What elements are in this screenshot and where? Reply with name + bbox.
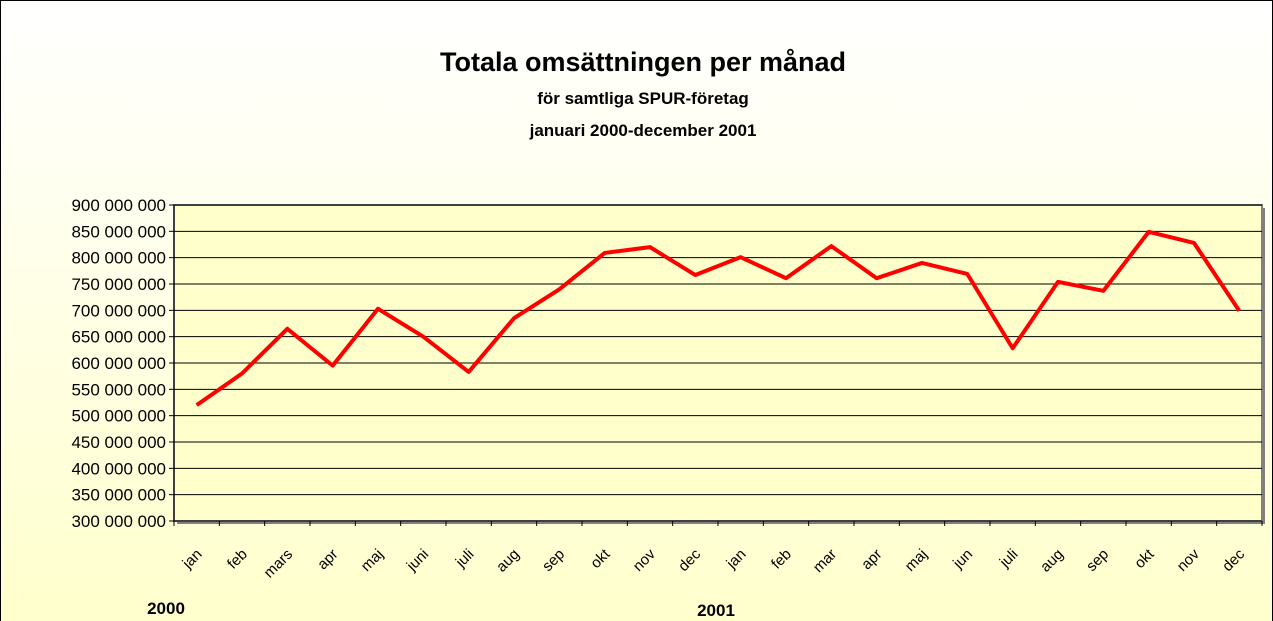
y-tick-label: 400 000 000 bbox=[71, 459, 166, 478]
chart-subtitle: för samtliga SPUR-företag bbox=[537, 89, 749, 108]
y-tick-label: 750 000 000 bbox=[71, 275, 166, 294]
y-tick-label: 850 000 000 bbox=[71, 222, 166, 241]
y-tick-label: 550 000 000 bbox=[71, 380, 166, 399]
y-tick-label: 600 000 000 bbox=[71, 354, 166, 373]
y-tick-label: 900 000 000 bbox=[71, 196, 166, 215]
y-tick-label: 300 000 000 bbox=[71, 512, 166, 531]
y-tick-label: 800 000 000 bbox=[71, 249, 166, 268]
y-tick-label: 700 000 000 bbox=[71, 301, 166, 320]
data-line bbox=[195, 229, 1241, 407]
y-tick-label: 350 000 000 bbox=[71, 486, 166, 505]
chart-title: Totala omsättningen per månad bbox=[440, 47, 846, 77]
y-tick-label: 500 000 000 bbox=[71, 407, 166, 426]
y-tick-label: 650 000 000 bbox=[71, 328, 166, 347]
year-label: 2001 bbox=[697, 601, 735, 620]
y-tick-label: 450 000 000 bbox=[71, 433, 166, 452]
chart-subtitle: januari 2000-december 2001 bbox=[529, 121, 757, 140]
year-label: 2000 bbox=[147, 599, 185, 618]
